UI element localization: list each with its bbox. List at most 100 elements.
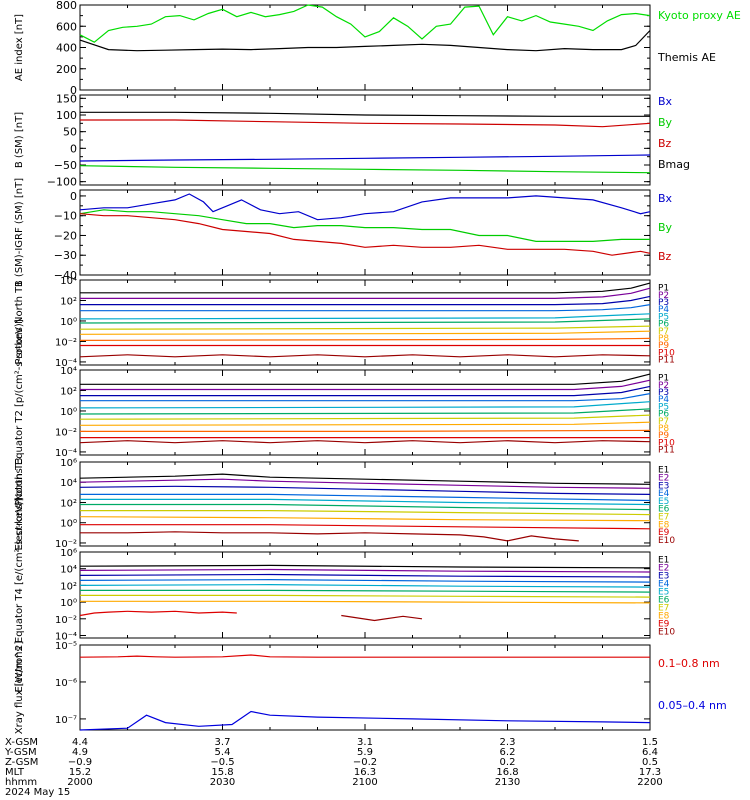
series-line (79, 30, 651, 52)
legend-label: E6 (658, 596, 670, 606)
panel-frame (79, 4, 651, 91)
y-tick-label: 10⁴ (60, 366, 77, 377)
legend-label: E2 (658, 474, 669, 484)
legend-label: E3 (658, 572, 669, 582)
legend-label: P6 (658, 320, 669, 330)
y-axis-label: B (SM)-IGRF (SM) [nT] (14, 178, 25, 287)
series-line (80, 531, 579, 542)
series-line (79, 325, 651, 330)
y-tick-label: 10² (60, 386, 77, 397)
legend-label: E7 (658, 604, 669, 614)
y-axis-label: B (SM) [nT] (14, 112, 25, 168)
series-line (80, 524, 651, 530)
legend-label: Bmag (658, 158, 690, 171)
series-line (79, 337, 651, 341)
legend-label: P9 (658, 341, 669, 351)
legend-label: E1 (658, 466, 669, 476)
legend-label: P10 (658, 348, 675, 358)
legend-label: P4 (658, 305, 669, 315)
series-line (80, 429, 651, 432)
legend-label: P11 (658, 446, 675, 456)
y-axis-label: Protons Equator T2 [p/(cm²-s-sr-keV)] (14, 319, 25, 506)
ephemeris-value: −0.9 (68, 757, 92, 768)
ephemeris-value: 2.3 (500, 737, 516, 748)
y-tick-label: 10⁻⁵ (55, 641, 77, 652)
ephemeris-value: 2130 (495, 777, 520, 788)
ephemeris-value: 0.2 (500, 757, 516, 768)
series-line (79, 313, 651, 320)
legend-label: P11 (658, 356, 675, 366)
legend-label: E3 (658, 481, 669, 491)
y-tick-label: 0 (70, 142, 77, 155)
series-line (79, 414, 651, 420)
y-tick-label: 10⁻² (55, 427, 77, 438)
ephemeris-label: X-GSM (5, 737, 38, 748)
y-axis-label: Electrons Equator T4 [e/(cm²-s-sr-keV)] (14, 497, 25, 692)
y-tick-label: 10⁻⁴ (55, 448, 77, 459)
panel-frame (79, 189, 651, 276)
legend-label: E5 (658, 497, 669, 507)
ephemeris-value: 5.9 (357, 747, 373, 758)
legend-label: By (658, 116, 673, 129)
series-line (80, 304, 651, 312)
legend-label: 0.1–0.8 nm (658, 657, 720, 670)
y-tick-label: 10⁰ (60, 317, 77, 328)
ephemeris-value: 3.1 (357, 737, 373, 748)
y-tick-label: 10⁶ (60, 548, 77, 559)
y-tick-label: 10⁻² (55, 539, 77, 550)
legend-label: E9 (658, 528, 670, 538)
y-tick-label: −10 (54, 210, 77, 223)
legend-label: P1 (658, 284, 669, 294)
series-line (341, 614, 423, 622)
series-line (80, 594, 651, 598)
y-tick-label: 10⁰ (60, 519, 77, 530)
legend-label: P2 (658, 291, 669, 301)
legend-label: Bx (658, 95, 673, 108)
legend-label: E9 (658, 620, 670, 630)
series-line (79, 573, 651, 578)
legend-label: P4 (658, 395, 669, 405)
legend-label: E2 (658, 564, 669, 574)
ephemeris-value: 16.8 (496, 767, 518, 778)
y-tick-label: 10⁻⁴ (55, 631, 77, 642)
legend-label: P1 (658, 374, 669, 384)
y-tick-label: 600 (56, 20, 77, 33)
y-tick-label: 10⁻² (55, 337, 77, 348)
series-line (79, 154, 651, 162)
ephemeris-value: 16.3 (354, 767, 376, 778)
series-line (80, 589, 651, 593)
y-tick-label: 10² (60, 498, 77, 509)
series-line (80, 111, 650, 117)
legend-label: E10 (658, 536, 675, 546)
y-tick-label: 10⁻⁶ (55, 678, 77, 689)
ephemeris-label: hhmm (5, 777, 37, 788)
ephemeris-value: 15.2 (69, 767, 91, 778)
y-tick-label: 10⁰ (60, 598, 77, 609)
ephemeris-value: 2200 (637, 777, 662, 788)
series-line (79, 564, 651, 569)
ephemeris-label: MLT (5, 767, 25, 778)
legend-label: P2 (658, 381, 669, 391)
y-tick-label: 0 (70, 84, 77, 97)
legend-label: E8 (658, 612, 670, 622)
y-tick-label: 0 (70, 190, 77, 203)
series-line (79, 610, 237, 617)
y-tick-label: 10⁶ (60, 458, 77, 469)
series-line (79, 165, 651, 174)
series-line (80, 295, 651, 306)
y-tick-label: 10⁻⁷ (55, 715, 77, 726)
legend-label: P8 (658, 334, 669, 344)
series-line (80, 373, 651, 385)
series-line (79, 473, 651, 485)
series-line (79, 478, 651, 489)
series-line (80, 385, 651, 397)
legend-label: E5 (658, 588, 669, 598)
legend-label: P7 (658, 417, 669, 427)
ephemeris-value: −0.2 (353, 757, 377, 768)
y-tick-label: 10² (60, 296, 77, 307)
series-line (80, 510, 651, 516)
ephemeris-value: 4.4 (72, 737, 88, 748)
legend-label: E6 (658, 505, 670, 515)
legend-label: Bx (658, 192, 673, 205)
